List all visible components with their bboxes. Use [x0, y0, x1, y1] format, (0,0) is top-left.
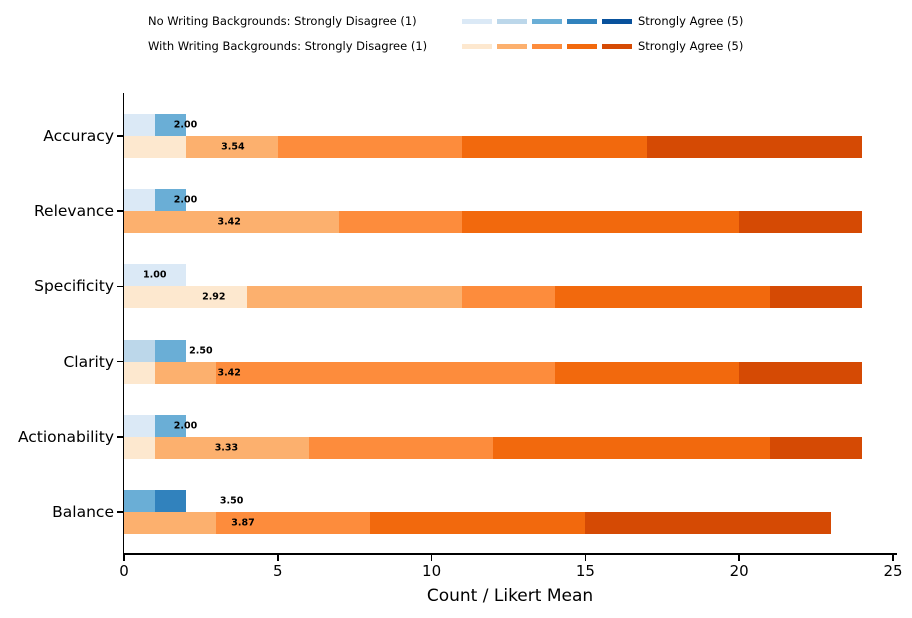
- bar-segment-likert-4: [154, 490, 186, 512]
- y-axis-tick: [116, 511, 123, 513]
- x-axis-tick-label: 15: [575, 562, 595, 580]
- y-axis-tick: [116, 210, 123, 213]
- legend-label-with-writing-max: Strongly Agree (5): [638, 39, 744, 53]
- mean-value-label: 3.87: [231, 517, 255, 529]
- legend-swatch-likert-5: [602, 43, 632, 49]
- y-axis-category-label: Specificity: [34, 277, 114, 296]
- bar-segment-likert-3: [216, 512, 371, 534]
- legend-row-with-writing: With Writing Backgrounds: Strongly Disag…: [148, 39, 743, 53]
- x-axis-tick: [892, 555, 894, 561]
- bar-segment-likert-3: [154, 414, 186, 437]
- bar-segment-likert-5: [585, 512, 832, 534]
- bar-segment-likert-2: [124, 512, 217, 534]
- x-axis-tick-label: 10: [422, 562, 442, 580]
- bar-segment-likert-2: [154, 436, 309, 459]
- bar-segment-likert-2: [154, 361, 217, 384]
- bar-segment-likert-3: [216, 361, 555, 384]
- bar-segment-likert-4: [493, 436, 770, 459]
- legend-swatch-likert-4: [567, 18, 597, 24]
- x-axis-tick-label: 20: [729, 562, 749, 580]
- bar-segment-likert-4: [370, 512, 586, 534]
- bar-segment-likert-1: [124, 189, 155, 212]
- legend-swatch-likert-3: [532, 43, 562, 49]
- bar-segment-likert-2: [247, 286, 463, 309]
- bar-segment-likert-3: [339, 211, 463, 234]
- bar-segment-likert-3: [277, 136, 463, 158]
- mean-value-label: 2.00: [173, 194, 198, 206]
- bar-segment-likert-4: [554, 361, 740, 384]
- legend-label-no-writing-max: Strongly Agree (5): [638, 14, 744, 28]
- x-axis-tick-label: 0: [119, 562, 129, 580]
- y-axis-category-label: Accuracy: [43, 127, 114, 145]
- bar-segment-likert-3: [154, 114, 186, 136]
- legend-swatch-likert-1: [462, 43, 492, 49]
- legend-label-no-writing-min: No Writing Backgrounds: Strongly Disagre…: [148, 14, 417, 28]
- bar-segment-likert-4: [462, 211, 740, 234]
- legend-swatch-likert-2: [497, 18, 527, 24]
- y-axis-category-label: Actionability: [17, 427, 114, 446]
- bar-segment-likert-5: [646, 136, 863, 158]
- x-axis-tick: [277, 555, 279, 561]
- y-axis-spine: [122, 93, 125, 554]
- x-axis-tick: [430, 555, 433, 561]
- mean-value-label: 3.50: [219, 495, 244, 507]
- x-axis-tick-label: 5: [273, 562, 283, 580]
- y-axis-category-label: Balance: [52, 503, 114, 521]
- x-axis-tick: [738, 555, 740, 561]
- bar-segment-likert-1: [124, 114, 155, 136]
- mean-value-label: 2.00: [173, 119, 198, 131]
- legend-swatches-with-writing: [462, 43, 632, 49]
- y-axis-tick: [116, 435, 123, 438]
- legend-swatch-likert-3: [532, 18, 562, 24]
- x-axis-tick-label: 25: [883, 562, 903, 580]
- legend-swatch-likert-4: [567, 43, 597, 49]
- bar-segment-likert-5: [769, 286, 863, 309]
- bar-segment-likert-1: [124, 264, 186, 287]
- bar-segment-likert-3: [154, 339, 186, 362]
- bar-segment-likert-1: [124, 286, 248, 309]
- legend-swatch-likert-1: [462, 18, 492, 24]
- bar-segment-likert-2: [124, 339, 155, 362]
- x-axis-tick: [123, 555, 125, 561]
- bar-segment-likert-3: [308, 436, 494, 459]
- bar-segment-likert-5: [739, 361, 863, 384]
- bar-segment-likert-5: [739, 211, 863, 234]
- y-axis-category-label: Relevance: [33, 202, 114, 221]
- mean-value-label: 1.00: [143, 269, 167, 281]
- y-axis-tick: [116, 135, 123, 137]
- bar-segment-likert-2: [185, 136, 278, 158]
- legend-swatches-no-writing: [462, 18, 632, 24]
- bar-segment-likert-3: [462, 286, 555, 309]
- bar-segment-likert-3: [124, 490, 155, 512]
- legend-row-no-writing: No Writing Backgrounds: Strongly Disagre…: [148, 14, 743, 28]
- y-axis-category-label: Clarity: [63, 352, 114, 371]
- mean-value-label: 3.33: [214, 442, 239, 454]
- mean-value-label: 3.42: [217, 216, 241, 228]
- mean-value-label: 2.92: [202, 291, 226, 303]
- y-axis-tick: [116, 285, 123, 288]
- bar-segment-likert-2: [124, 211, 340, 234]
- mean-value-label: 2.50: [189, 345, 213, 357]
- bar-segment-likert-1: [124, 414, 155, 437]
- x-axis-title: Count / Likert Mean: [426, 586, 594, 606]
- bar-segment-likert-3: [154, 189, 186, 212]
- mean-value-label: 3.42: [217, 367, 241, 379]
- legend-swatch-likert-5: [602, 18, 632, 24]
- bar-segment-likert-5: [769, 436, 863, 459]
- mean-value-label: 3.54: [221, 141, 245, 153]
- bar-segment-likert-1: [124, 136, 186, 158]
- legend-label-with-writing-min: With Writing Backgrounds: Strongly Disag…: [148, 39, 428, 53]
- y-axis-tick: [116, 360, 123, 363]
- legend-swatch-likert-2: [497, 43, 527, 49]
- bar-segment-likert-1: [124, 361, 155, 384]
- mean-value-label: 2.00: [173, 420, 198, 432]
- x-axis-spine: [122, 553, 897, 555]
- bar-segment-likert-1: [124, 436, 155, 459]
- bar-segment-likert-4: [554, 286, 770, 309]
- bar-segment-likert-4: [462, 136, 647, 158]
- x-axis-tick: [584, 555, 587, 561]
